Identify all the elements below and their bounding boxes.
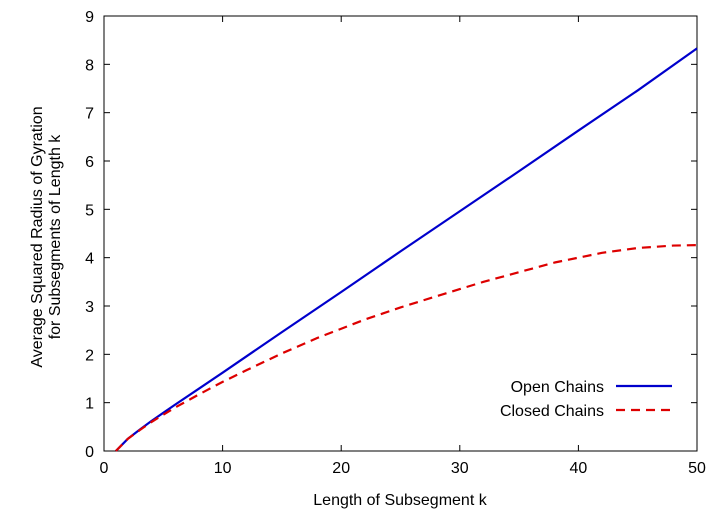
legend-label: Closed Chains bbox=[500, 403, 604, 420]
legend: Open Chains Closed Chains bbox=[500, 379, 672, 420]
y-tick-label: 3 bbox=[85, 299, 94, 316]
plot-frame bbox=[103, 15, 698, 452]
x-tick-label: 40 bbox=[570, 460, 588, 477]
y-tick-label: 1 bbox=[85, 396, 94, 413]
y-tick-label: 6 bbox=[85, 154, 94, 171]
legend-label: Open Chains bbox=[511, 379, 604, 396]
series-line-2 bbox=[115, 244, 698, 452]
plot-border bbox=[103, 15, 698, 452]
y-tick-label: 0 bbox=[85, 444, 94, 461]
y-tick-label: 7 bbox=[85, 106, 94, 123]
y-axis-label-line-1: Average Squared Radius of Gyration bbox=[29, 106, 46, 367]
x-axis-label: Length of Subsegment k bbox=[313, 492, 487, 509]
series-layer bbox=[115, 47, 698, 452]
series-line-1 bbox=[115, 47, 698, 452]
y-tick-label: 9 bbox=[85, 9, 94, 26]
y-tick-label: 8 bbox=[85, 57, 94, 74]
y-tick-label: 5 bbox=[85, 202, 94, 219]
x-tick-label: 0 bbox=[100, 460, 109, 477]
x-tick-label: 50 bbox=[688, 460, 706, 477]
y-tick-label: 2 bbox=[85, 347, 94, 364]
axis-ticks: 0 10 20 30 40 50 0 1 2 3 4 5 6 7 8 9 bbox=[85, 9, 706, 477]
y-tick-label: 4 bbox=[85, 251, 94, 268]
x-tick-label: 30 bbox=[451, 460, 469, 477]
x-tick-label: 10 bbox=[214, 460, 232, 477]
x-tick-label: 20 bbox=[332, 460, 350, 477]
y-axis-label-line-2: for Subsegments of Length k bbox=[47, 134, 64, 340]
